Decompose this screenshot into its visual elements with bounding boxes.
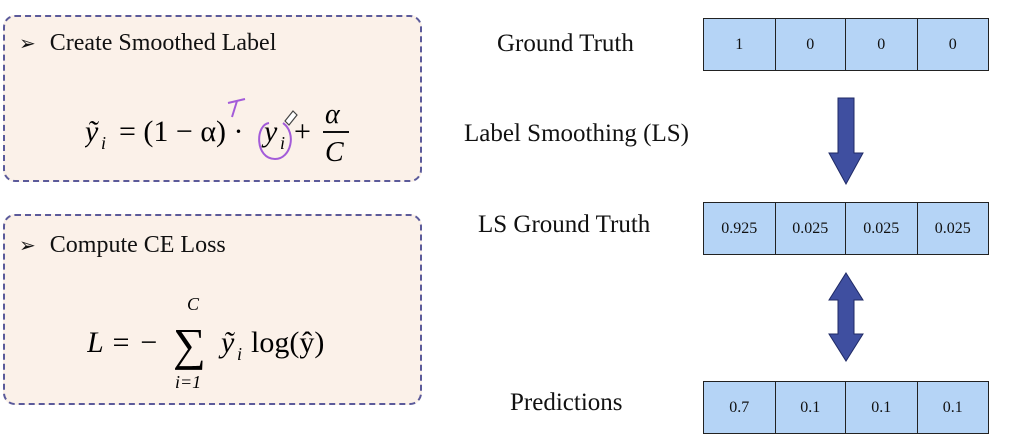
formula-lhs: ỹ [85, 115, 99, 148]
ground-truth-cell: 0 [846, 19, 918, 70]
formula-lhs-sub: i [101, 133, 106, 153]
predictions-cell: 0.1 [846, 382, 918, 433]
ce-loss-formula: L = − C ∑ i=1 ỹ i log(ŷ) [86, 288, 347, 403]
formula-y-sub: i [280, 133, 285, 153]
ls-ground-truth-cell: 0.925 [704, 203, 776, 254]
double-arrow-icon [828, 272, 864, 362]
predictions-cell: 0.7 [704, 382, 776, 433]
ls-ground-truth-vector: 0.925 0.025 0.025 0.025 [703, 202, 989, 255]
ls-ground-truth-label: LS Ground Truth [478, 211, 651, 238]
formula-y: y [261, 115, 278, 148]
sum-upper: C [187, 294, 200, 314]
formula-log: log(ŷ) [251, 326, 324, 359]
ls-ground-truth-cell: 0.025 [917, 203, 988, 254]
sum-lower: i=1 [175, 372, 201, 392]
label-smoothing-label: Label Smoothing (LS) [464, 120, 689, 147]
arrowhead-bullet-icon: ➢ [19, 234, 36, 257]
ground-truth-cell: 1 [704, 19, 776, 70]
predictions-vector: 0.7 0.1 0.1 0.1 [703, 381, 989, 434]
ls-ground-truth-cell: 0.025 [775, 203, 846, 254]
ground-truth-label: Ground Truth [497, 30, 634, 57]
predictions-cell: 0.1 [917, 382, 988, 433]
down-arrow-icon [828, 97, 864, 185]
ground-truth-cell: 0 [775, 19, 846, 70]
sum-symbol: ∑ [173, 319, 206, 370]
ground-truth-vector: 1 0 0 0 [703, 18, 989, 71]
formula-num: α [325, 99, 341, 130]
formula-plus: + [294, 115, 311, 148]
ce-loss-heading: ➢ Compute CE Loss [19, 232, 226, 259]
ce-loss-title: Compute CE Loss [49, 232, 226, 258]
ground-truth-cell: 0 [917, 19, 988, 70]
formula-eq: = (1 − α) · [119, 115, 244, 148]
smoothed-label-heading: ➢ Create Smoothed Label [19, 30, 276, 57]
smoothed-label-title: Create Smoothed Label [49, 30, 277, 56]
formula-term-sub: i [237, 344, 242, 364]
pencil-icon [284, 110, 298, 126]
ls-ground-truth-cell: 0.025 [846, 203, 918, 254]
smoothed-label-box: ➢ Create Smoothed Label ỹ i = (1 − α) · … [3, 15, 422, 182]
annotation-circle [258, 122, 292, 161]
formula-term: ỹ [218, 326, 235, 359]
predictions-cell: 0.1 [775, 382, 846, 433]
annotation-mark [227, 98, 246, 118]
arrowhead-bullet-icon: ➢ [19, 32, 36, 55]
smoothed-label-formula: ỹ i = (1 − α) · y i + α C [82, 87, 385, 172]
formula-lhs: L = − [87, 326, 159, 359]
ce-loss-box: ➢ Compute CE Loss L = − C ∑ i=1 ỹ i log(… [3, 214, 422, 405]
predictions-label: Predictions [510, 389, 623, 416]
formula-den: C [325, 137, 344, 167]
